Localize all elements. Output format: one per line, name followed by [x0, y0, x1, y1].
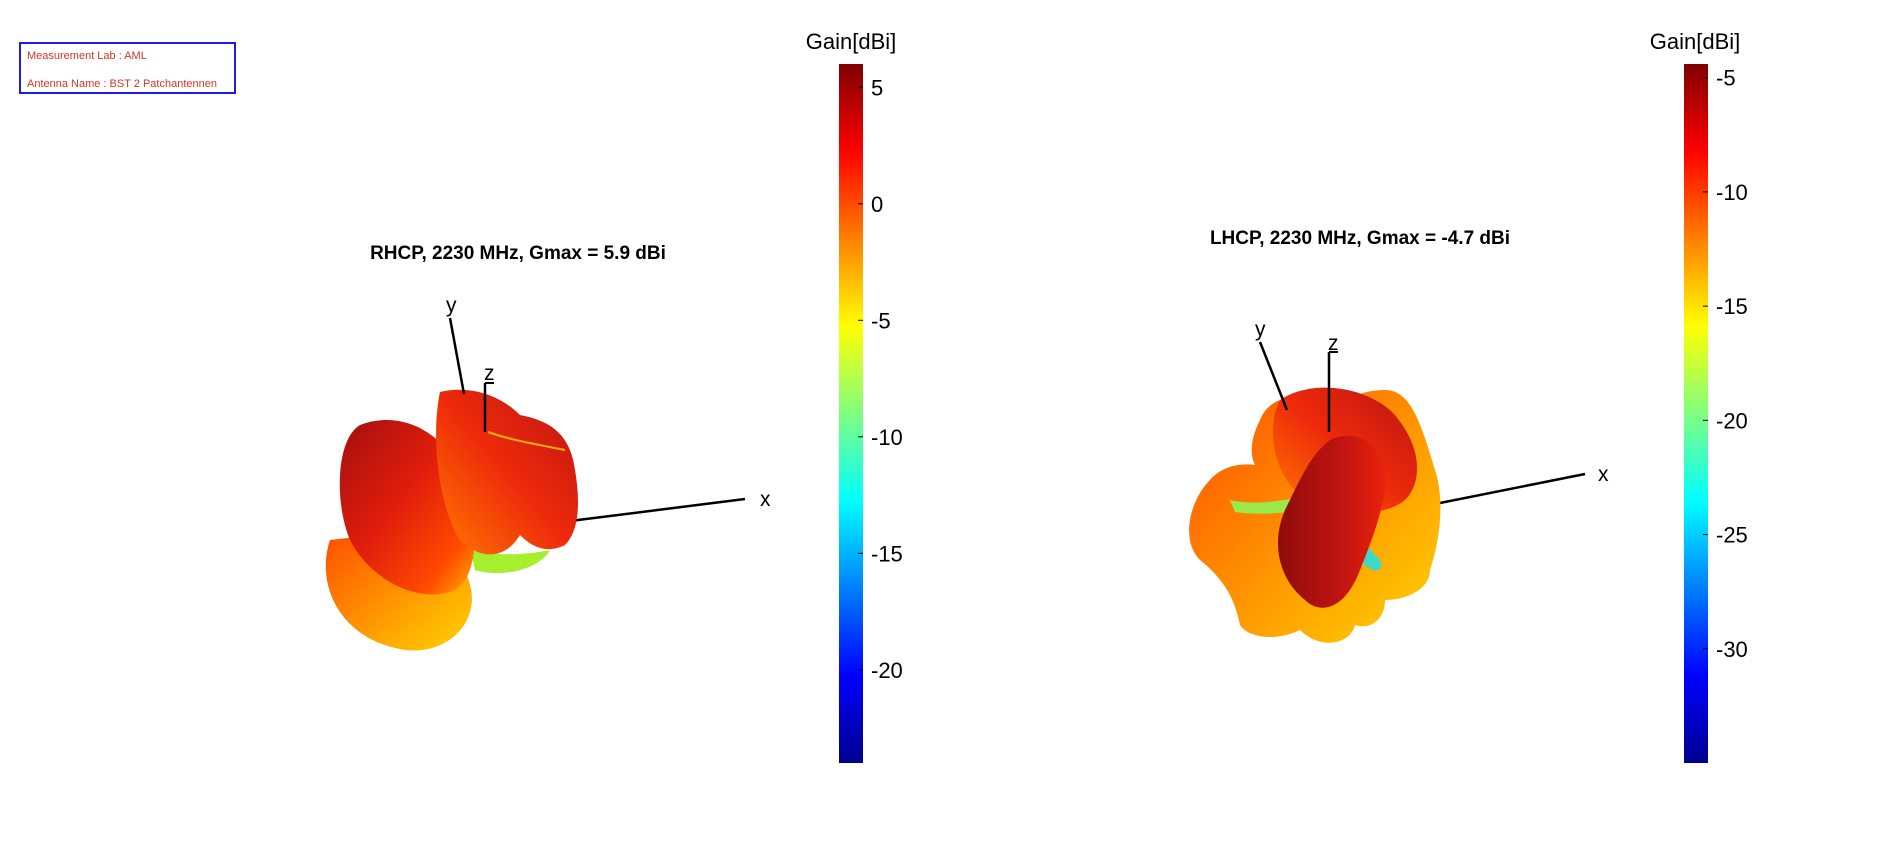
plot-title: RHCP, 2230 MHz, Gmax = 5.9 dBi	[370, 243, 666, 264]
colorbar: -5 -10 -15 -20 -25 -30	[1684, 64, 1748, 763]
info-box: Measurement Lab : AML Antenna Name : BST…	[19, 42, 236, 94]
colorbar-tick-label: -15	[1716, 294, 1748, 319]
colorbar-tick-label: -15	[871, 541, 903, 566]
colorbar-tick-label: -10	[871, 425, 903, 450]
y-axis-line	[448, 317, 466, 395]
radiation-lobe	[1277, 435, 1386, 608]
colorbar-tick-label: 0	[871, 192, 883, 217]
colorbar-tick-label: -10	[1716, 180, 1748, 205]
plot-title: LHCP, 2230 MHz, Gmax = -4.7 dBi	[1210, 228, 1510, 249]
plot-lhcp: LHCP, 2230 MHz, Gmax = -4.7 dBi x y z Ga…	[1189, 29, 1748, 763]
info-antenna-label: Antenna Name : BST 2 Patchantennen	[27, 78, 217, 90]
x-axis-label: x	[760, 488, 771, 511]
y-axis-label: y	[446, 294, 457, 317]
radiation-lobe	[436, 389, 578, 555]
x-axis-line	[569, 497, 746, 523]
colorbar-tick-label: -5	[871, 308, 891, 333]
colorbar-gradient	[839, 64, 863, 763]
colorbar-gradient	[1684, 64, 1708, 763]
info-lab-label: Measurement Lab : AML	[27, 50, 147, 62]
z-axis-label: z	[1328, 332, 1339, 355]
plot-rhcp: RHCP, 2230 MHz, Gmax = 5.9 dBi x y z Gai…	[325, 29, 903, 763]
y-axis-line	[1258, 341, 1289, 411]
colorbar-title: Gain[dBi]	[1650, 29, 1741, 54]
colorbar: 5 0 -5 -10 -15 -20	[839, 64, 903, 763]
colorbar-tick-label: -25	[1716, 523, 1748, 548]
surface-edge	[487, 431, 566, 451]
colorbar-tick-label: 5	[871, 75, 883, 100]
z-axis-label: z	[484, 362, 495, 385]
colorbar-tick-label: -30	[1716, 637, 1748, 662]
colorbar-tick-label: -5	[1716, 66, 1736, 91]
colorbar-title: Gain[dBi]	[806, 29, 897, 54]
x-axis-line	[1429, 472, 1586, 507]
x-axis-label: x	[1598, 463, 1609, 486]
y-axis-label: y	[1255, 318, 1266, 341]
colorbar-tick-label: -20	[1716, 408, 1748, 433]
colorbar-tick-label: -20	[871, 658, 903, 683]
